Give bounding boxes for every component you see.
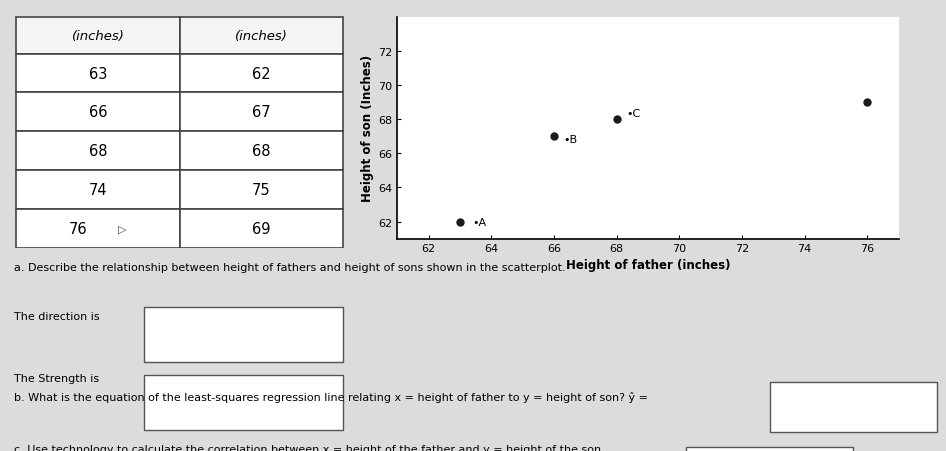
Text: 68: 68 bbox=[89, 144, 107, 159]
Text: 69: 69 bbox=[253, 221, 271, 236]
Bar bbox=[180, 209, 343, 248]
Point bbox=[547, 133, 562, 141]
Bar bbox=[180, 18, 343, 55]
Text: (inches): (inches) bbox=[72, 30, 125, 43]
FancyBboxPatch shape bbox=[144, 375, 343, 430]
Bar bbox=[16, 93, 180, 132]
Text: c. Use technology to calculate the correlation between x = height of the father : c. Use technology to calculate the corre… bbox=[14, 444, 604, 451]
FancyBboxPatch shape bbox=[686, 447, 853, 451]
Bar bbox=[180, 132, 343, 170]
Text: 74: 74 bbox=[89, 183, 107, 198]
Text: ▷: ▷ bbox=[118, 224, 127, 234]
Point bbox=[452, 218, 467, 226]
Point bbox=[860, 99, 875, 106]
Point bbox=[797, 0, 813, 5]
FancyBboxPatch shape bbox=[144, 308, 343, 362]
Text: 67: 67 bbox=[253, 105, 271, 120]
Text: b. What is the equation of the least-squares regression line relating x = height: b. What is the equation of the least-squ… bbox=[14, 391, 648, 402]
Text: •A: •A bbox=[472, 217, 486, 227]
Point bbox=[609, 116, 624, 124]
Text: 63: 63 bbox=[89, 66, 107, 81]
Text: The direction is: The direction is bbox=[14, 311, 99, 322]
Bar bbox=[16, 132, 180, 170]
Text: 75: 75 bbox=[253, 183, 271, 198]
Text: 76: 76 bbox=[69, 221, 88, 236]
Text: a. Describe the relationship between height of fathers and height of sons shown : a. Describe the relationship between hei… bbox=[14, 263, 566, 273]
Text: 66: 66 bbox=[89, 105, 107, 120]
Bar bbox=[16, 170, 180, 209]
Bar bbox=[180, 55, 343, 93]
Text: •B: •B bbox=[564, 134, 577, 145]
FancyBboxPatch shape bbox=[770, 382, 937, 433]
Text: (inches): (inches) bbox=[235, 30, 288, 43]
Bar bbox=[180, 93, 343, 132]
Text: The Strength is: The Strength is bbox=[14, 373, 99, 383]
Text: •C: •C bbox=[626, 108, 640, 118]
Bar bbox=[16, 18, 180, 55]
X-axis label: Height of father (inches): Height of father (inches) bbox=[566, 258, 730, 271]
Text: 68: 68 bbox=[253, 144, 271, 159]
Bar bbox=[16, 209, 180, 248]
Y-axis label: Height of son (Inches): Height of son (Inches) bbox=[361, 55, 374, 202]
Bar bbox=[16, 55, 180, 93]
Text: 62: 62 bbox=[253, 66, 271, 81]
Bar bbox=[180, 170, 343, 209]
